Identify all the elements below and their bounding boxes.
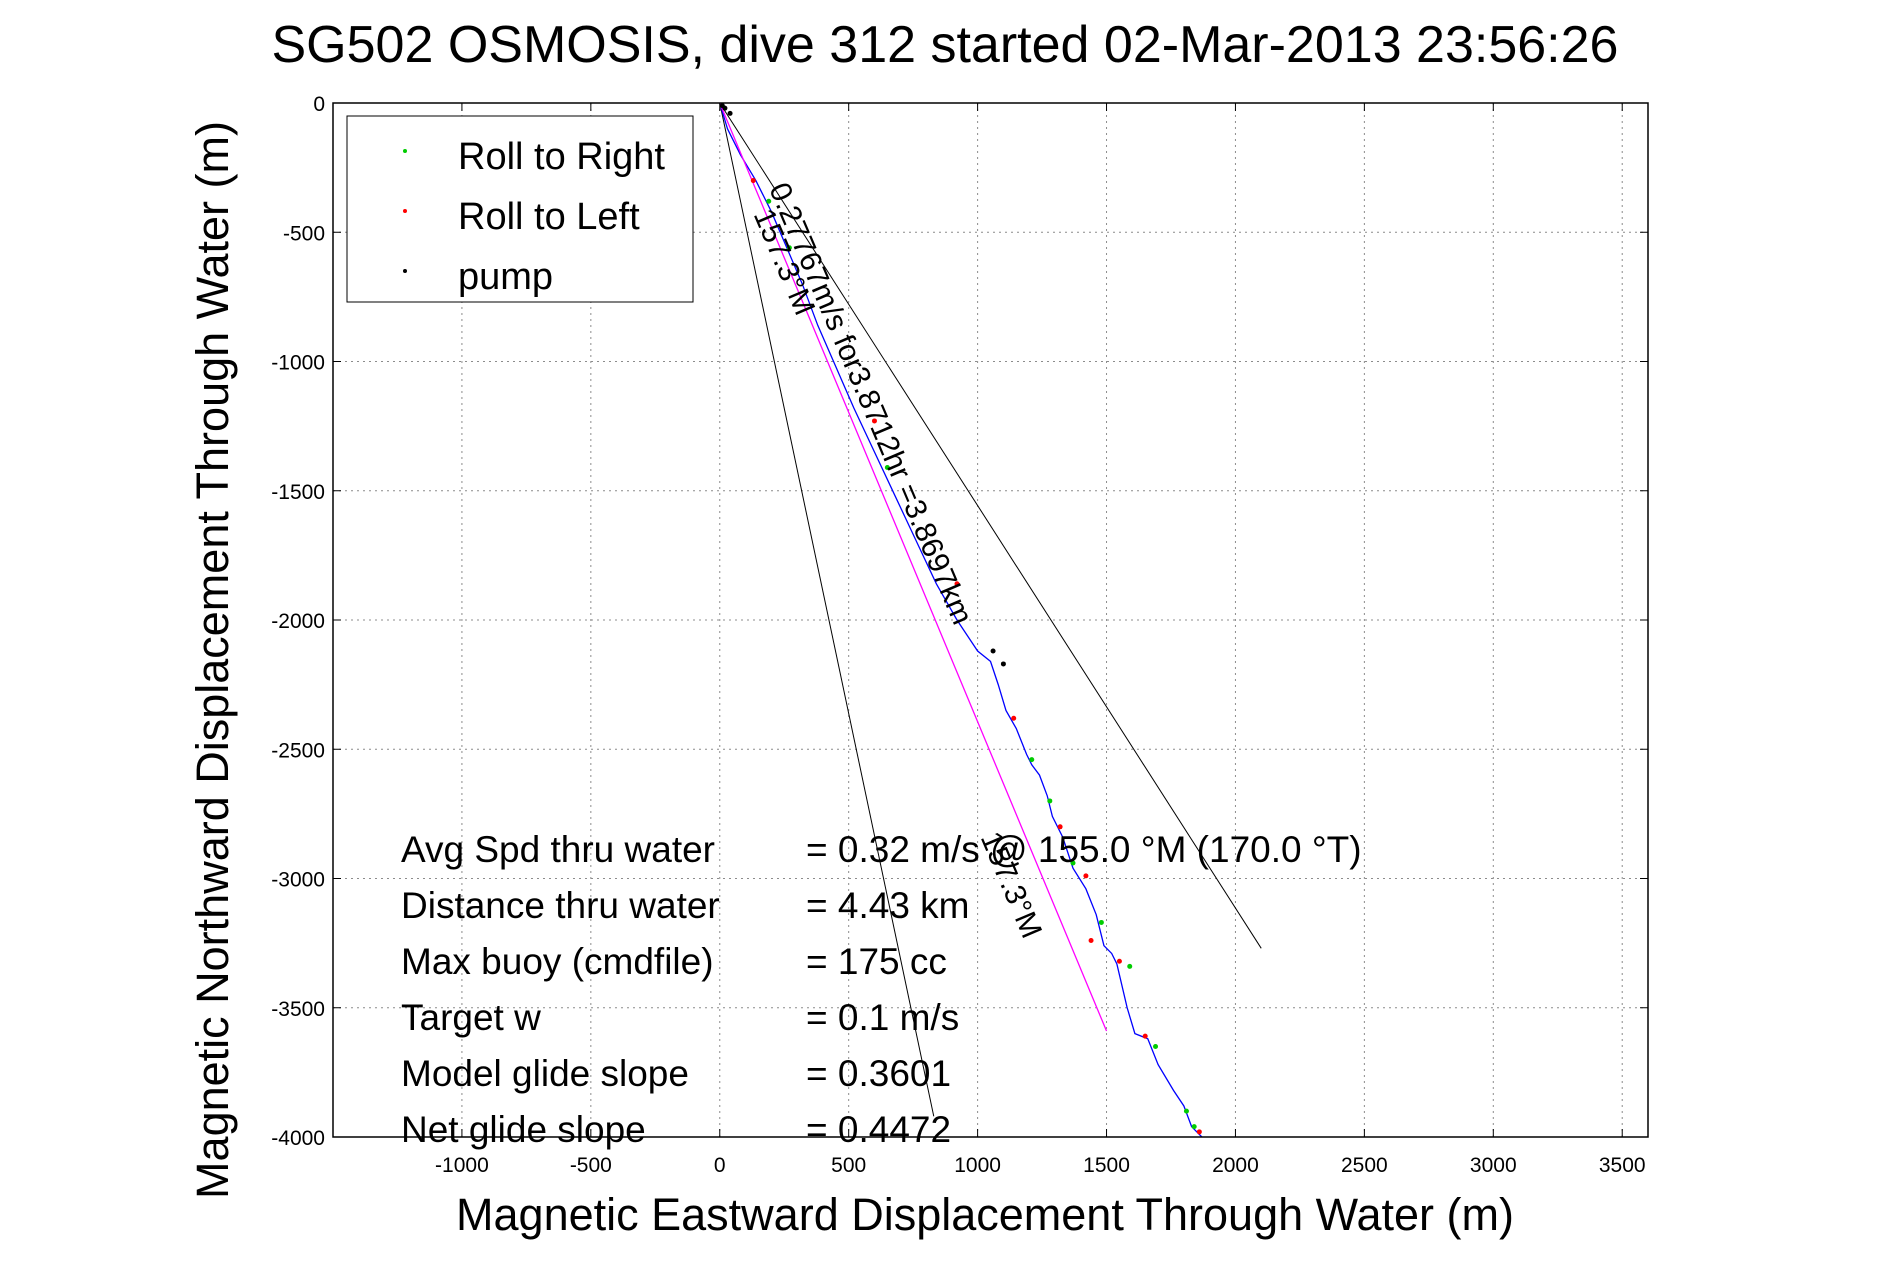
marker-roll-left bbox=[1142, 1033, 1148, 1039]
marker-roll-right bbox=[786, 245, 792, 251]
stat-label: Distance thru water bbox=[401, 885, 720, 926]
x-tick-label: 1500 bbox=[1083, 1154, 1130, 1177]
marker-roll-right bbox=[766, 198, 772, 204]
stat-label: Target w bbox=[401, 997, 541, 1038]
stat-value: = 0.4472 bbox=[806, 1109, 951, 1150]
annotation-1: 0.27767m/s for3.8712hr =3.8697km bbox=[762, 178, 978, 629]
legend-label: Roll to Right bbox=[458, 136, 665, 178]
marker-roll-left bbox=[1088, 938, 1094, 944]
stat-label: Max buoy (cmdfile) bbox=[401, 941, 714, 982]
y-tick-label: -3000 bbox=[271, 869, 325, 892]
stats-block: Avg Spd thru water = 0.32 m/s @ 155.0 °M … bbox=[401, 829, 1362, 1150]
legend: Roll to Right Roll to Left pump bbox=[346, 115, 694, 303]
marker-roll-left bbox=[1196, 1129, 1202, 1135]
y-tick-label: -500 bbox=[283, 222, 325, 245]
marker-roll-left bbox=[750, 178, 756, 184]
reference-lines bbox=[719, 102, 1262, 1117]
x-tick-label: -500 bbox=[570, 1154, 612, 1177]
markers bbox=[719, 103, 1202, 1135]
marker-roll-left bbox=[1083, 873, 1089, 879]
marker-roll-left bbox=[871, 418, 877, 424]
x-tick-label: 0 bbox=[714, 1154, 726, 1177]
x-tick-label: 3000 bbox=[1470, 1154, 1517, 1177]
reference-line bbox=[719, 102, 935, 1117]
x-tick-label: -1000 bbox=[435, 1154, 489, 1177]
series-line-track bbox=[719, 102, 1203, 1138]
y-tick-label: 0 bbox=[313, 93, 325, 116]
marker-roll-right bbox=[1029, 757, 1035, 763]
marker-roll-left bbox=[1057, 824, 1063, 830]
y-ticks: 0 -500 -1000 -1500 -2000 -2500 -3000 -3500 -4000 bbox=[271, 93, 1648, 1150]
marker-roll-left bbox=[1116, 958, 1122, 964]
stat-value: = 0.3601 bbox=[806, 1053, 951, 1094]
series-line-fit bbox=[719, 102, 1108, 1032]
stat-label: Avg Spd thru water bbox=[401, 829, 715, 870]
y-axis-label: Magnetic Northward Displacement Through … bbox=[187, 121, 238, 1199]
x-ticks: -1000 -500 0 500 1000 1500 2000 2500 3000 3500 bbox=[435, 103, 1646, 1177]
series-lines bbox=[719, 102, 1203, 1138]
marker-roll-right bbox=[884, 464, 890, 470]
chart-title: SG502 OSMOSIS, dive 312 started 02-Mar-2… bbox=[272, 16, 1619, 74]
y-tick-label: -2500 bbox=[271, 739, 325, 762]
stat-value: = 0.32 m/s @ 155.0 °M (170.0 °T) bbox=[806, 829, 1362, 870]
marker-pump bbox=[722, 105, 728, 111]
y-tick-label: -4000 bbox=[271, 1127, 325, 1150]
marker-pump bbox=[1000, 661, 1006, 667]
x-tick-label: 1000 bbox=[954, 1154, 1001, 1177]
stat-value: = 4.43 km bbox=[806, 885, 970, 926]
stat-value: = 0.1 m/s bbox=[806, 997, 959, 1038]
stat-value: = 175 cc bbox=[806, 941, 947, 982]
marker-pump bbox=[727, 110, 733, 116]
stat-label: Model glide slope bbox=[401, 1053, 689, 1094]
x-tick-label: 3500 bbox=[1599, 1154, 1646, 1177]
x-tick-label: 2000 bbox=[1212, 1154, 1259, 1177]
marker-roll-left bbox=[1011, 715, 1017, 721]
y-tick-label: -3500 bbox=[271, 998, 325, 1021]
marker-roll-right bbox=[1047, 798, 1053, 804]
y-tick-label: -2000 bbox=[271, 610, 325, 633]
x-tick-label: 2500 bbox=[1341, 1154, 1388, 1177]
marker-roll-right bbox=[1070, 860, 1076, 866]
legend-marker bbox=[403, 209, 407, 213]
marker-roll-left bbox=[954, 581, 960, 587]
stat-label: Net glide slope bbox=[401, 1109, 646, 1150]
y-tick-label: -1000 bbox=[271, 352, 325, 375]
x-tick-label: 500 bbox=[831, 1154, 866, 1177]
marker-roll-right bbox=[1183, 1108, 1189, 1114]
marker-pump bbox=[990, 648, 996, 654]
reference-line bbox=[719, 102, 1262, 949]
legend-marker bbox=[403, 269, 407, 273]
legend-label: Roll to Left bbox=[458, 196, 640, 238]
marker-roll-right bbox=[1127, 963, 1133, 969]
marker-roll-right bbox=[1098, 919, 1104, 925]
legend-label: pump bbox=[458, 256, 553, 298]
marker-roll-right bbox=[1191, 1124, 1197, 1130]
legend-marker bbox=[403, 149, 407, 153]
grid bbox=[333, 102, 1648, 1138]
x-axis-label: Magnetic Eastward Displacement Through W… bbox=[456, 1189, 1514, 1240]
y-tick-label: -1500 bbox=[271, 481, 325, 504]
marker-roll-right bbox=[1153, 1044, 1159, 1050]
